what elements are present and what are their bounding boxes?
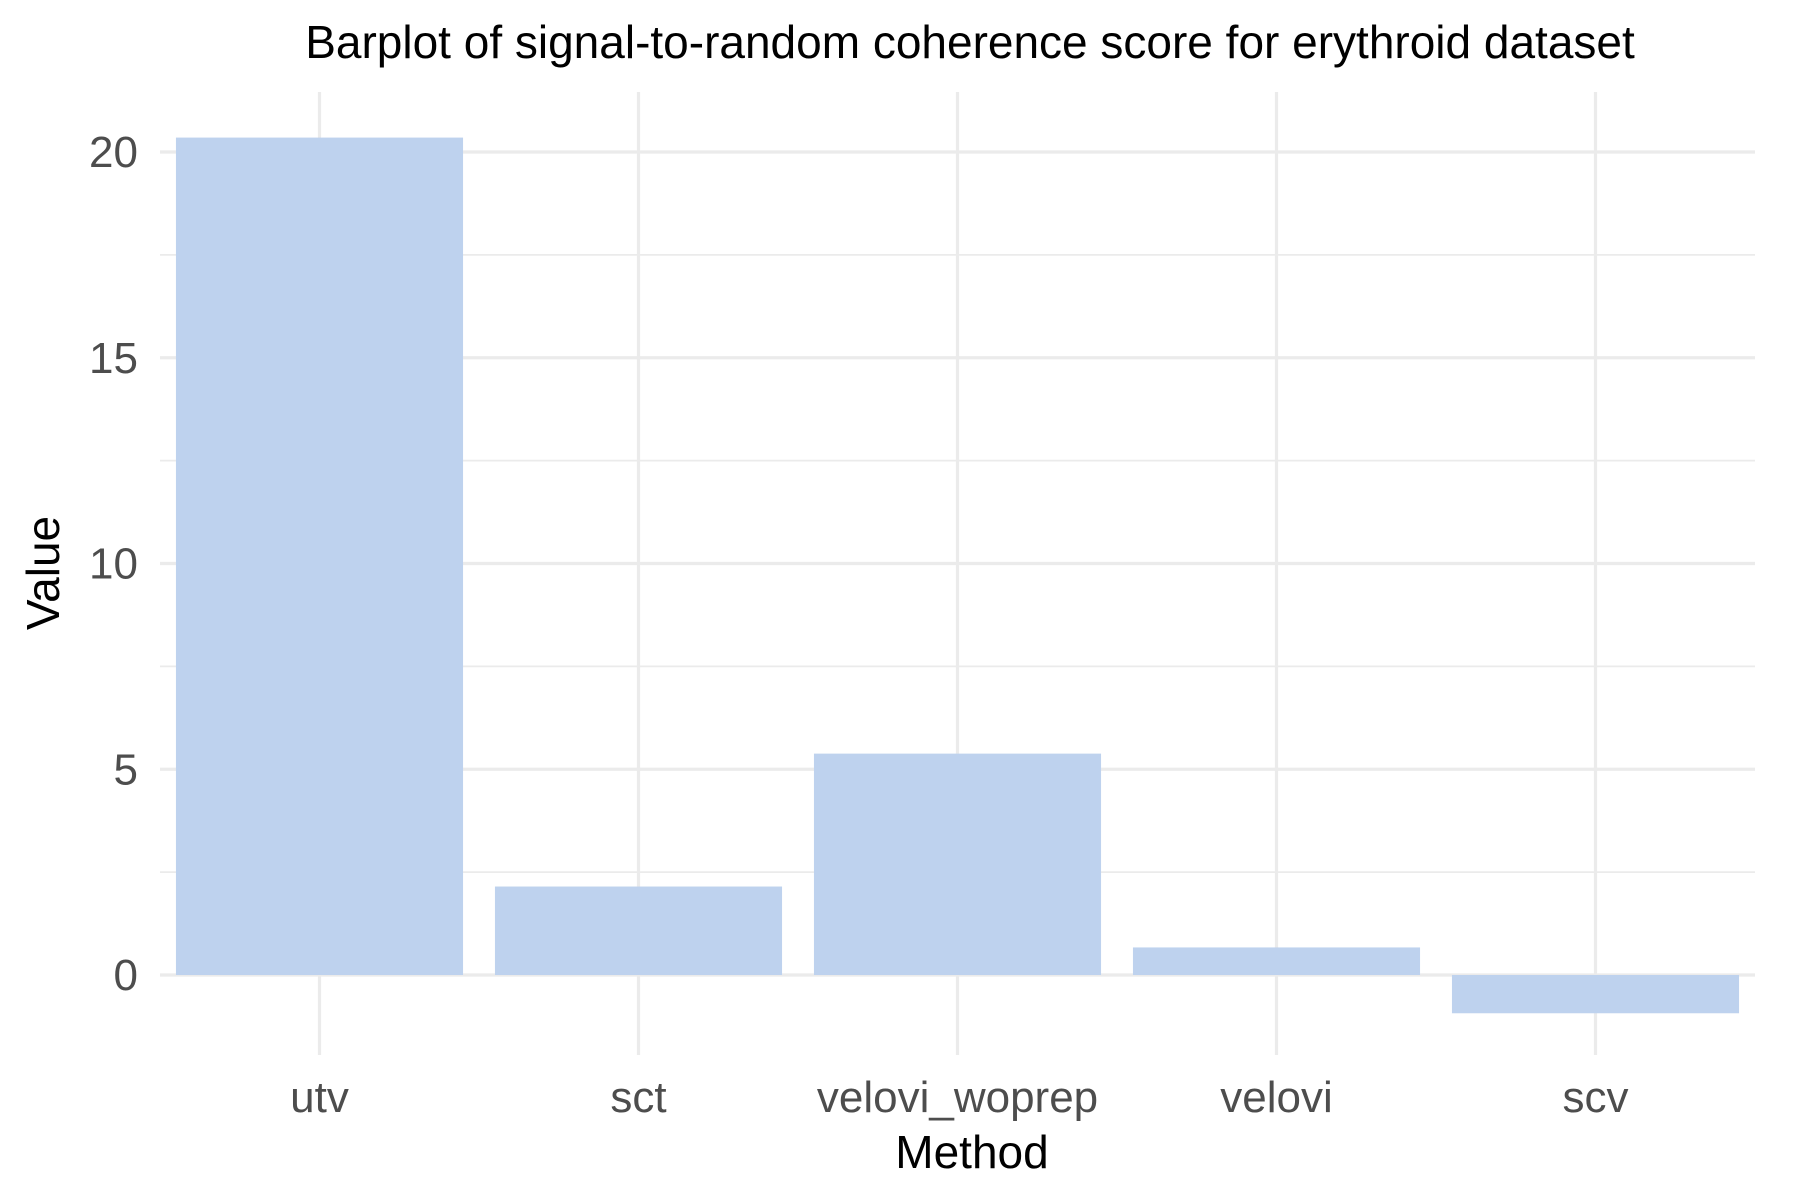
y-tick-label: 5	[114, 745, 138, 794]
x-tick-label: velovi_woprep	[817, 1073, 1098, 1122]
x-axis-title: Method	[895, 1126, 1048, 1178]
x-tick-label: velovi	[1220, 1073, 1333, 1122]
chart-title: Barplot of signal-to-random coherence sc…	[305, 16, 1635, 68]
y-tick-labels: 0 5 10 15 20	[89, 128, 138, 1000]
y-tick-label: 15	[89, 334, 138, 383]
x-tick-label: sct	[610, 1073, 666, 1122]
bar-scv	[1451, 975, 1740, 1014]
x-tick-label: utv	[290, 1073, 349, 1122]
y-axis-title: Value	[17, 516, 69, 630]
bar-sct	[494, 886, 783, 975]
bars	[175, 137, 1740, 1014]
y-tick-label: 20	[89, 128, 138, 177]
bar-velovi_woprep	[813, 753, 1102, 975]
x-tick-labels: utv sct velovi_woprep velovi scv	[290, 1073, 1628, 1122]
bar-utv	[175, 137, 464, 975]
bar-velovi	[1132, 947, 1421, 975]
y-tick-label: 0	[114, 951, 138, 1000]
x-tick-label: scv	[1563, 1073, 1629, 1122]
y-tick-label: 10	[89, 540, 138, 589]
